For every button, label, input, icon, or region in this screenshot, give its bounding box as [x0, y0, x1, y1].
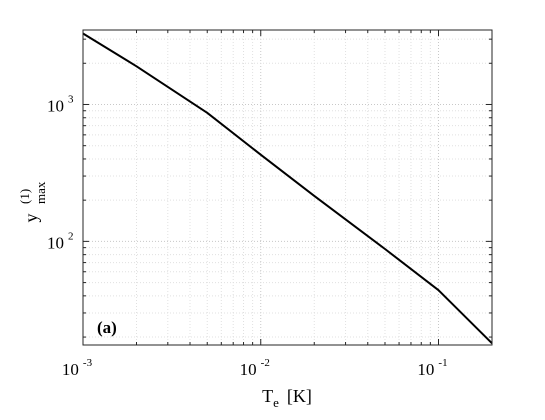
panel-label: (a) [97, 318, 117, 337]
svg-text:y: y [21, 214, 41, 223]
series-layer [82, 32, 493, 345]
x-tick-label-base: 10 [62, 360, 79, 379]
tick-labels: 10 -3 10 -2 10 -1 10 2 10 3 [47, 93, 448, 379]
x-axis-label-unit: [K] [287, 386, 312, 406]
y-axis-label-subscript: max [33, 181, 48, 204]
y-axis-label-superscript: (1) [17, 189, 32, 204]
x-tick-label: 10 -2 [240, 357, 270, 379]
y-tick-label: 10 3 [47, 93, 74, 115]
x-axis-label-subscript: e [273, 395, 279, 410]
y-tick-label-exponent: 3 [68, 93, 74, 105]
y-tick-label-exponent: 2 [68, 230, 74, 242]
y-axis-label: y (1) max [17, 181, 48, 222]
y-tick-label-base: 10 [47, 96, 64, 115]
x-tick-label-exponent: -2 [261, 357, 270, 369]
series-line-0 [82, 32, 493, 345]
x-tick-label: 10 -3 [62, 357, 93, 379]
grid [82, 30, 493, 345]
x-axis-label: Te [K] [262, 386, 312, 410]
x-axis-label-main: T [262, 386, 273, 406]
y-tick-label: 10 2 [47, 230, 74, 252]
y-axis-label-main: y [21, 214, 41, 223]
x-tick-label-exponent: -1 [438, 357, 447, 369]
y-tick-label-base: 10 [47, 233, 64, 252]
ticks [82, 30, 493, 345]
x-tick-label-exponent: -3 [83, 357, 93, 369]
x-tick-label-base: 10 [417, 360, 434, 379]
x-tick-label: 10 -1 [417, 357, 447, 379]
plot-frame [82, 29, 493, 346]
x-tick-label-base: 10 [240, 360, 257, 379]
